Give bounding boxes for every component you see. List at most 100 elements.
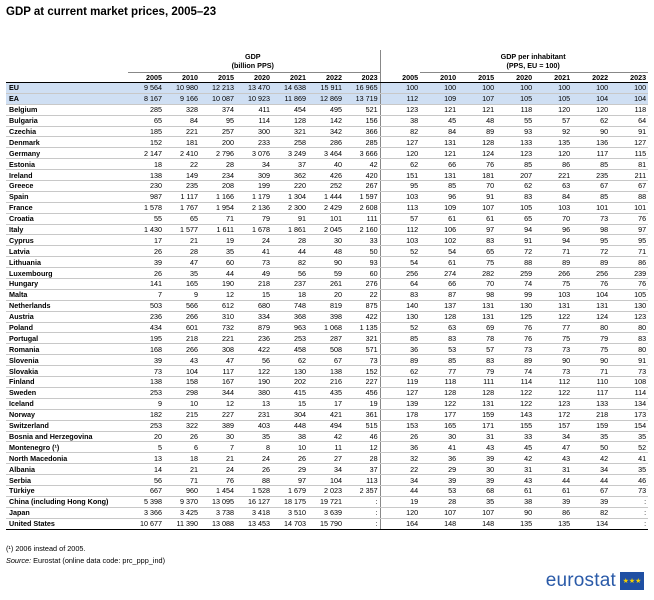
gdp-value: 158 (164, 376, 200, 388)
gdp-value: 276 (344, 278, 381, 290)
gdp-value: 2 136 (236, 202, 272, 214)
country-name: Belgium (6, 104, 128, 116)
gdp-value: 10 087 (200, 93, 236, 105)
gdp-value: 421 (308, 409, 344, 421)
gdp-value: 22 (164, 158, 200, 171)
gdp-value: 1 528 (236, 485, 272, 497)
per-inhabitant-value: 105 (534, 93, 573, 105)
table-notes: (¹) 2006 instead of 2005. Source: Eurost… (6, 543, 165, 567)
gdp-value: 41 (236, 245, 272, 258)
per-inhabitant-value: 133 (572, 397, 611, 410)
per-inhabitant-value: 70 (458, 180, 497, 192)
table-row: EU 9 564 10 980 12 213 13 470 14 638 15 911 16 … (6, 82, 649, 94)
gdp-value: 35 (200, 245, 236, 258)
table-row: Portugal 195 218 221 236 253 287 321 85 83 78 76 75 7… (6, 332, 649, 345)
table-row: Belgium 285 328 374 411 454 495 521 123 121 121 118… (6, 104, 649, 116)
per-inhabitant-value: 120 (534, 147, 573, 160)
per-inhabitant-value: 45 (496, 441, 535, 454)
gdp-value: 182 (128, 409, 164, 421)
table-row: EA 8 167 9 166 10 087 10 923 11 869 12 869 13 7… (6, 93, 649, 105)
gdp-value: 422 (236, 343, 272, 356)
per-inhabitant-value: 74 (496, 278, 535, 290)
gdp-value: 1 577 (164, 224, 200, 236)
country-name: Cyprus (6, 234, 128, 247)
per-inhabitant-value: 31 (534, 463, 573, 476)
gdp-value: 12 (344, 441, 381, 454)
country-name: China (including Hong Kong) (6, 495, 128, 508)
per-inhabitant-value: 30 (458, 463, 497, 476)
per-inhabitant-value: : (610, 518, 649, 530)
gdp-value: 88 (236, 474, 272, 486)
gdp-value: 181 (164, 136, 200, 149)
per-inhabitant-value: 123 (534, 397, 573, 410)
gdp-value: 13 453 (236, 518, 272, 530)
per-inhabitant-value: 38 (496, 495, 535, 508)
country-name: Latvia (6, 245, 128, 258)
gdp-value: 215 (164, 409, 200, 421)
gdp-value: 434 (128, 322, 164, 334)
table-row: Japan 3 366 3 425 3 738 3 418 3 510 3 639:120 1… (6, 507, 649, 519)
per-inhabitant-value: 89 (572, 256, 611, 269)
gdp-value: 308 (200, 343, 236, 356)
per-inhabitant-value: 107 (420, 507, 459, 519)
per-inhabitant-value: 62 (572, 115, 611, 127)
per-inhabitant-value: 133 (496, 136, 535, 149)
gdp-value: 3 639 (308, 507, 344, 519)
per-inhabitant-value: 62 (379, 158, 421, 171)
per-inhabitant-value: 122 (496, 387, 535, 399)
per-inhabitant-value: 52 (610, 441, 649, 454)
per-inhabitant-value: 65 (496, 213, 535, 225)
gdp-value: 13 (236, 397, 272, 410)
gdp-value: 612 (200, 300, 236, 312)
gdp-value: 1 117 (164, 191, 200, 203)
gdp-value: 819 (308, 300, 344, 312)
eu-flag-icon: ★★★ (620, 572, 644, 590)
per-inhabitant-value: 110 (572, 376, 611, 388)
gdp-value: 202 (272, 376, 308, 388)
per-inhabitant-value: 28 (420, 495, 459, 508)
gdp-value: 267 (344, 180, 381, 192)
per-inhabitant-value: 164 (379, 518, 421, 530)
gdp-value: 389 (200, 420, 236, 432)
per-inhabitant-value: 86 (534, 507, 573, 519)
per-inhabitant-value: 93 (496, 126, 535, 138)
per-inhabitant-value: 111 (458, 376, 497, 388)
per-inhabitant-value: 130 (610, 300, 649, 312)
gdp-value: 24 (200, 463, 236, 476)
per-inhabitant-value: 177 (420, 409, 459, 421)
per-inhabitant-value: 88 (496, 256, 535, 269)
gdp-value: 6 (164, 441, 200, 454)
year-header: 2021 (534, 72, 573, 83)
per-inhabitant-value: 221 (534, 169, 573, 182)
gdp-value: 12 869 (308, 93, 344, 105)
per-inhabitant-value: 35 (572, 430, 611, 443)
gdp-value: 128 (272, 115, 308, 127)
per-inhabitant-value: 41 (420, 441, 459, 454)
per-inhabitant-value: 207 (496, 169, 535, 182)
per-inhabitant-value: 80 (572, 322, 611, 334)
per-inhabitant-value: 107 (458, 202, 497, 214)
gdp-value: 12 (200, 289, 236, 301)
source-label: Source: (6, 556, 32, 565)
gdp-value: 7 (128, 289, 164, 301)
per-inhabitant-value: 84 (420, 126, 459, 138)
per-inhabitant-value: 159 (572, 420, 611, 432)
per-inhabitant-value: 128 (420, 311, 459, 323)
gdp-value: 199 (236, 180, 272, 192)
per-inhabitant-value: 118 (496, 104, 535, 116)
year-header: 2015 (200, 72, 236, 83)
per-inhabitant-value: 122 (420, 397, 459, 410)
country-name: Italy (6, 224, 128, 236)
per-inhabitant-value: 45 (420, 115, 459, 127)
per-inhabitant-value: 94 (534, 234, 573, 247)
gdp-value: 30 (200, 430, 236, 443)
per-inhabitant-value: 101 (610, 202, 649, 214)
per-inhabitant-value: 78 (458, 332, 497, 345)
gdp-value: 71 (200, 213, 236, 225)
gdp-value: 60 (200, 256, 236, 269)
gdp-value: 14 703 (272, 518, 308, 530)
gdp-value: 342 (308, 126, 344, 138)
per-inhabitant-value: 131 (572, 300, 611, 312)
gdp-value: 95 (200, 115, 236, 127)
table-row: France 1 578 1 767 1 954 2 136 2 300 2 429 2 60… (6, 202, 649, 214)
